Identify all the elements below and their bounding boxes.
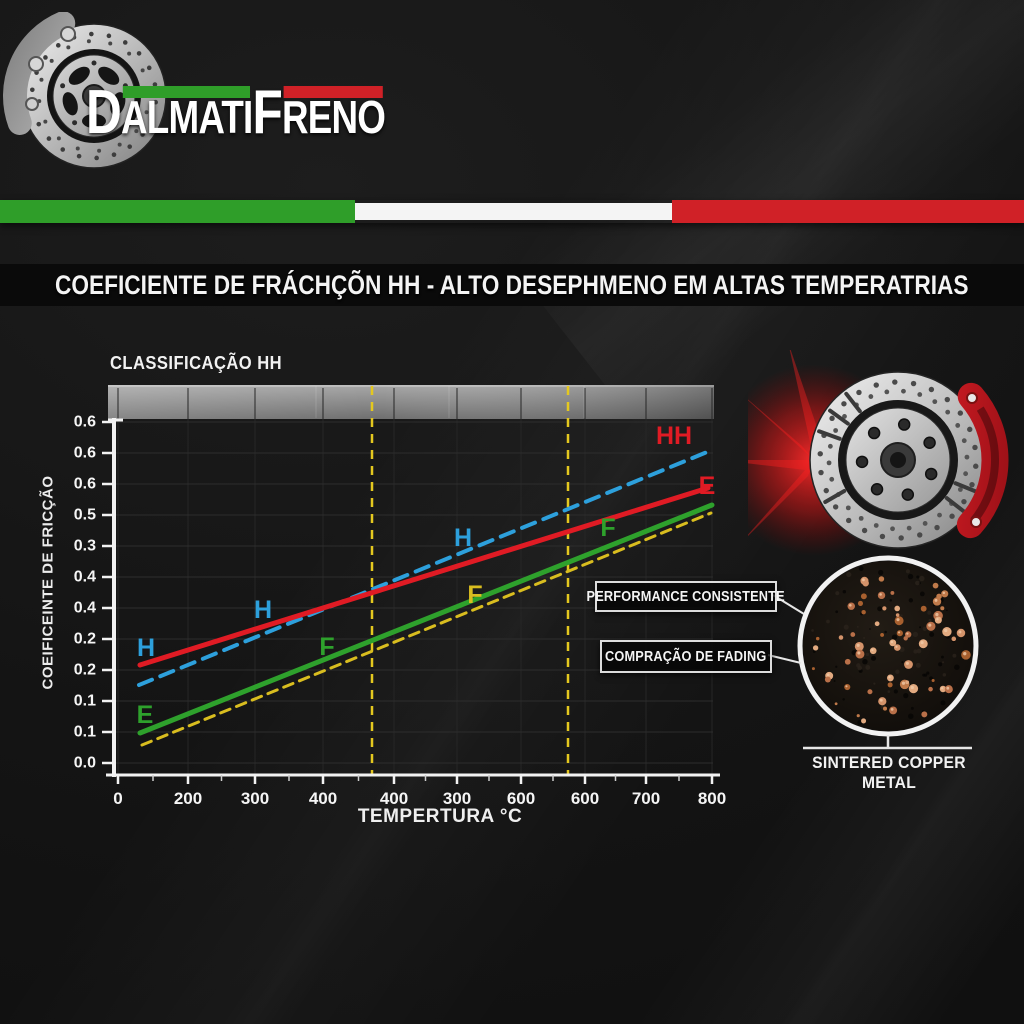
brake-disc-illustration [748, 350, 1009, 571]
x-axis-title: TEMPERTURA °C [357, 806, 523, 827]
callout-performance-label: PERFORMANCE CONSISTENTE [586, 588, 786, 605]
callout-fading: COMPRAÇÃO DE FADING [600, 640, 772, 673]
svg-text:H: H [254, 596, 272, 624]
svg-text:F: F [467, 581, 482, 609]
sample-ring [797, 555, 979, 737]
brand-wordmark: D ALMATI F RENO [86, 78, 386, 147]
svg-text:300: 300 [241, 789, 269, 808]
material-sample-photo [797, 555, 979, 737]
flag-white-segment [355, 203, 672, 220]
svg-text:0.2: 0.2 [74, 631, 96, 648]
flag-green-segment [0, 200, 355, 223]
svg-text:0.6: 0.6 [74, 476, 96, 493]
italian-flag-stripe [0, 200, 1024, 223]
svg-text:E: E [699, 472, 716, 500]
classification-bar [108, 385, 714, 419]
logo-caliper [3, 12, 182, 182]
page-title: COEFICIENTE DE FRÁCHÇÕN HH - ALTO DESEPH… [55, 269, 969, 300]
svg-text:F: F [600, 514, 615, 542]
material-label: SINTERED COPPER METAL [812, 753, 966, 792]
brand-text-reno: RENO [281, 91, 386, 143]
svg-text:0.6: 0.6 [74, 445, 96, 462]
svg-text:700: 700 [632, 789, 660, 808]
brand-letter-f: F [252, 78, 282, 147]
svg-text:200: 200 [174, 789, 202, 808]
svg-text:0.2: 0.2 [74, 662, 96, 679]
callout-performance: PERFORMANCE CONSISTENTE [587, 581, 785, 612]
svg-text:0.5: 0.5 [74, 507, 96, 524]
svg-text:0.4: 0.4 [74, 600, 96, 617]
svg-text:0.0: 0.0 [74, 755, 96, 772]
flag-red-segment [672, 200, 1024, 223]
brand-green-bar [122, 86, 251, 98]
svg-text:F: F [319, 633, 334, 661]
svg-text:E: E [137, 701, 154, 729]
title-band: COEFICIENTE DE FRÁCHÇÕN HH - ALTO DESEPH… [0, 264, 1024, 306]
logo-brake-disc-icon [3, 12, 182, 182]
svg-text:0.1: 0.1 [74, 724, 96, 741]
svg-text:0.4: 0.4 [74, 569, 96, 586]
svg-text:0.6: 0.6 [74, 414, 96, 431]
callout-fading-label: COMPRAÇÃO DE FADING [605, 648, 767, 665]
svg-text:H: H [137, 634, 155, 662]
brand-almati-group: ALMATI [121, 86, 253, 143]
brand-text-almati: ALMATI [121, 91, 253, 143]
svg-text:800: 800 [698, 789, 726, 808]
brand-red-bar [283, 86, 383, 98]
svg-text:H: H [454, 524, 472, 552]
brand-letter-d: D [86, 78, 122, 147]
chart-header: CLASSIFICAÇÃO HH [110, 353, 283, 373]
svg-text:HH: HH [656, 422, 692, 450]
brand-reno-group: RENO [281, 86, 386, 143]
svg-text:0.1: 0.1 [74, 693, 96, 710]
svg-text:0.3: 0.3 [74, 538, 96, 555]
svg-text:0: 0 [113, 789, 122, 808]
y-axis-title: COEIFICEINTE DE FRICÇÃO [39, 475, 57, 690]
